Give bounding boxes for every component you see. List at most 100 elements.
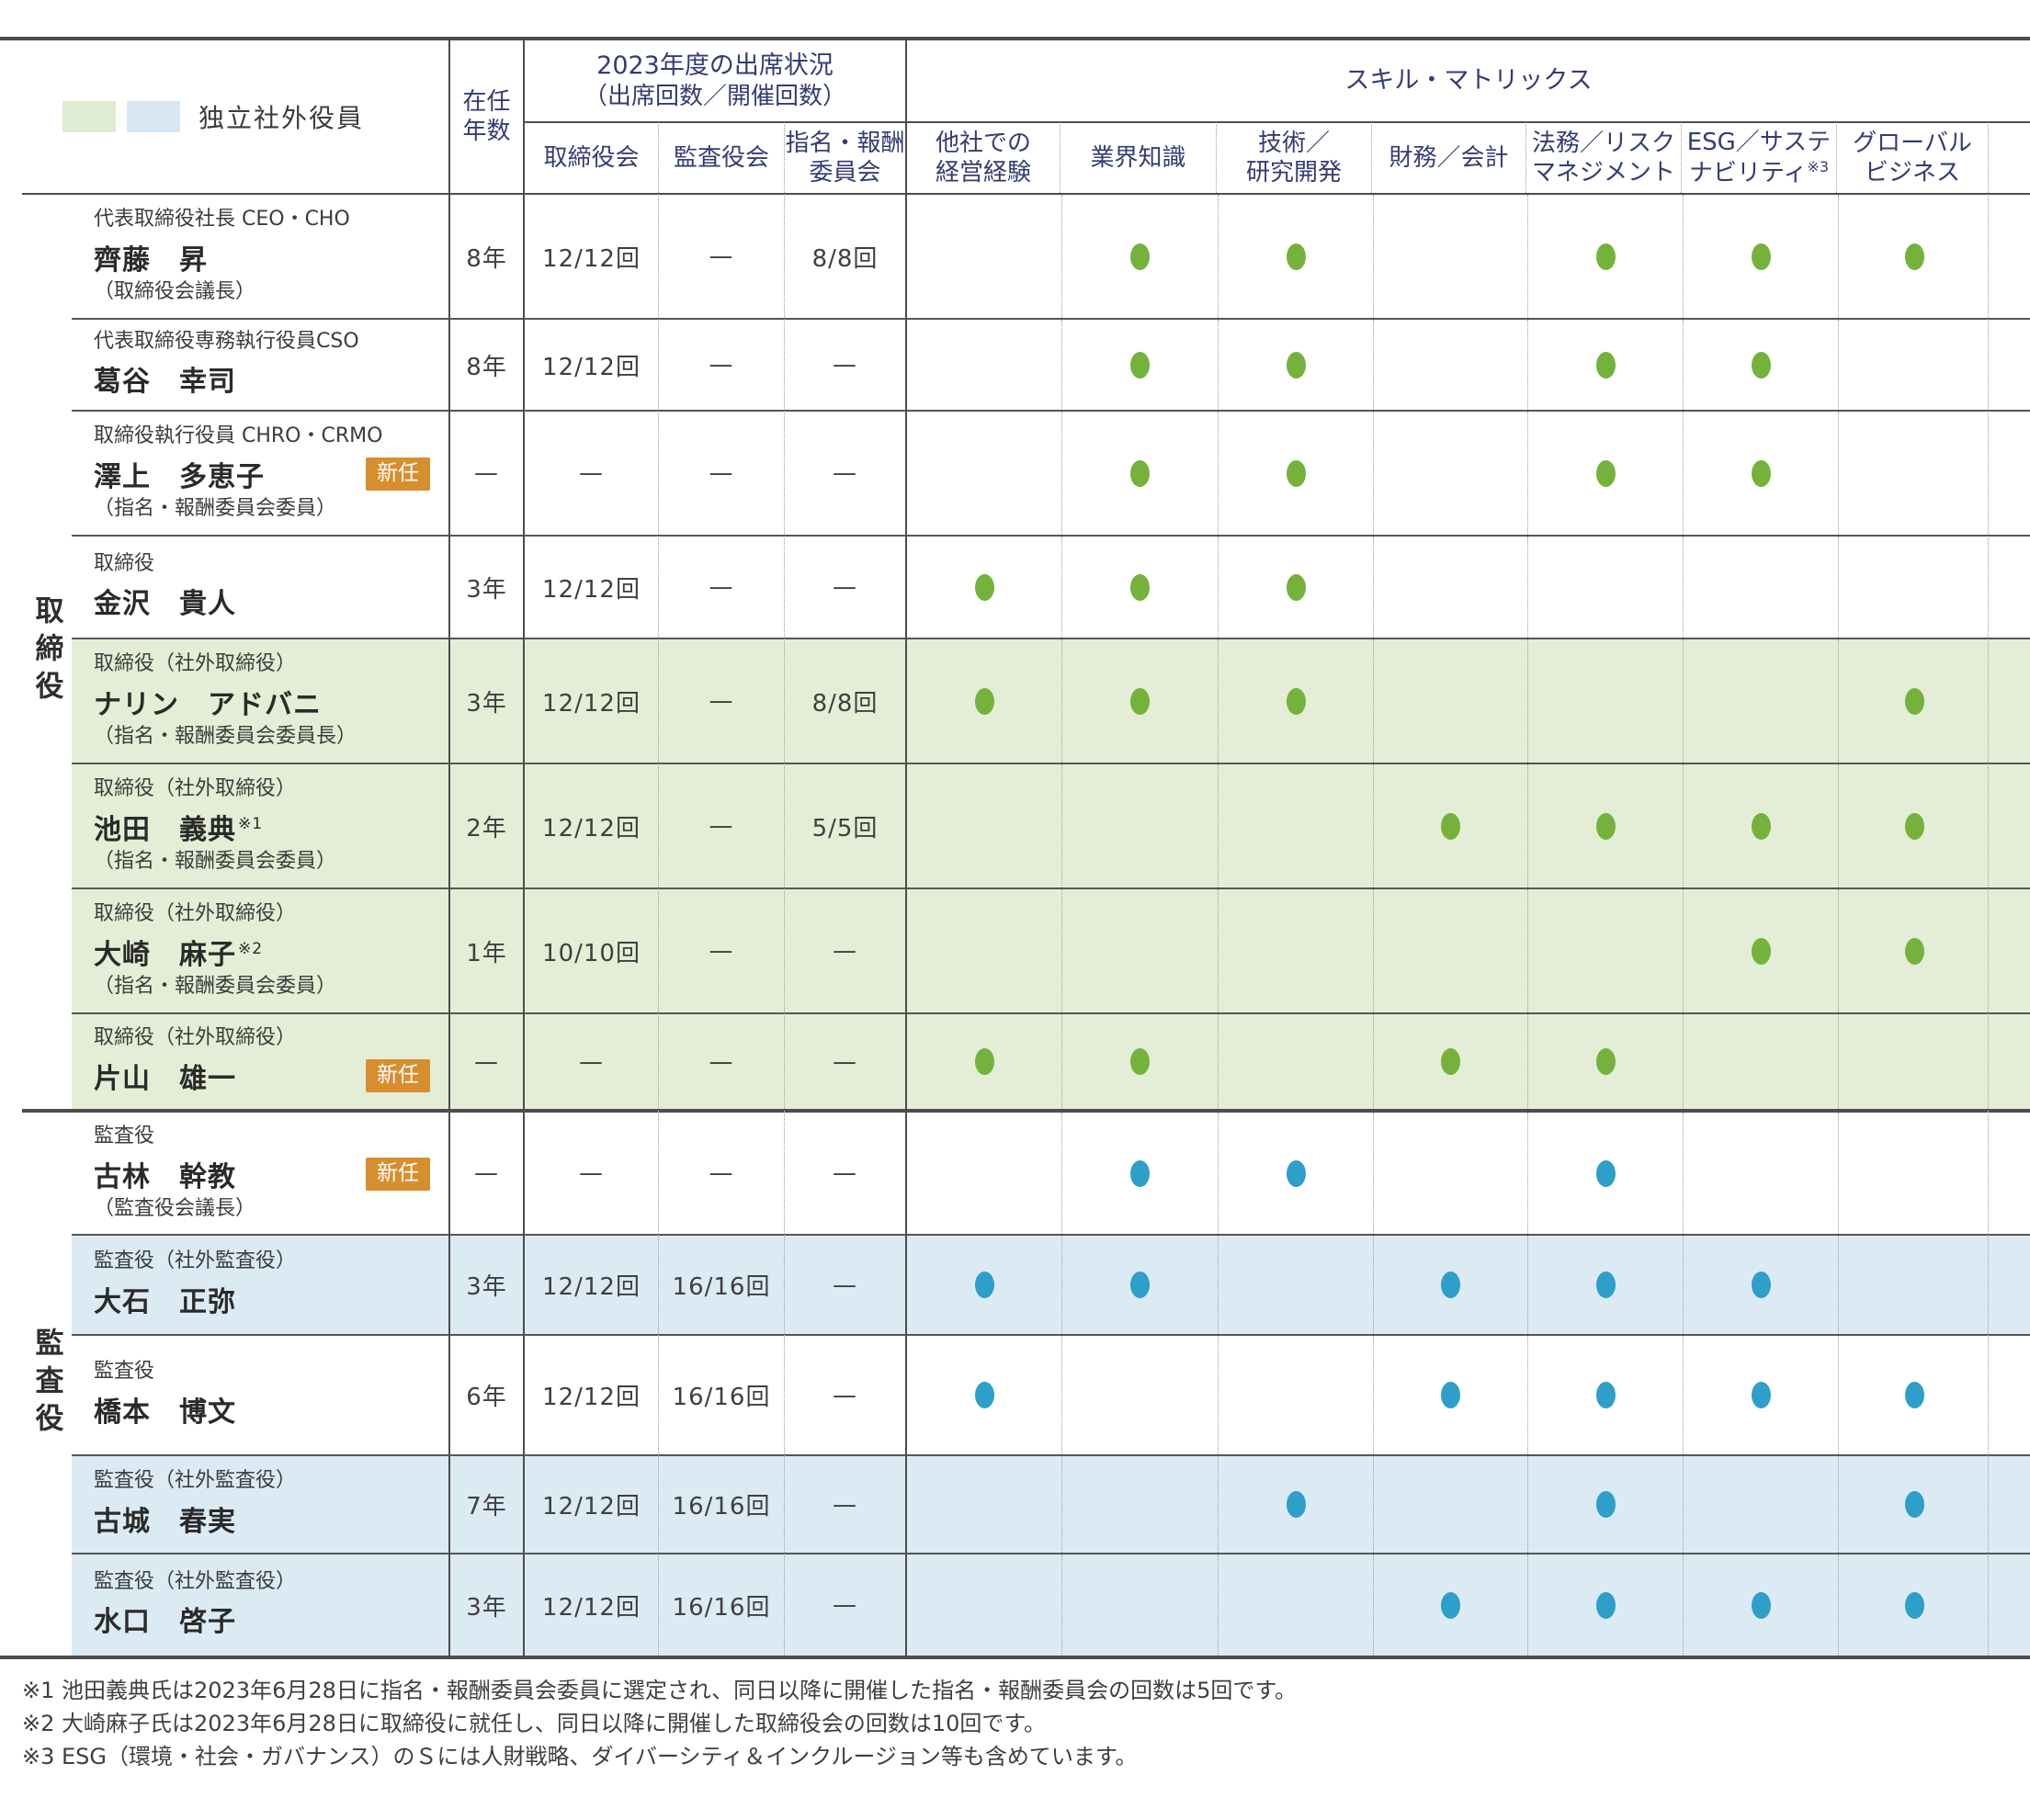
officer-name: 古林 幹教 — [94, 1161, 236, 1193]
skill-cell — [1838, 889, 1990, 1012]
officer-name: 池田 義典 — [94, 814, 236, 846]
officer-cell: 監査役（社外監査役） 古城 春実 — [72, 1454, 448, 1553]
skill-cell — [1218, 1113, 1373, 1234]
tenure-cell: 7年 — [448, 1454, 523, 1553]
legend: 独立社外役員 — [22, 40, 448, 193]
skill-dot — [1904, 1591, 1924, 1619]
officer-title: 取締役 — [94, 551, 155, 575]
skill-cell — [1373, 195, 1527, 318]
column-header-skill-global: グローバル ビジネス — [1836, 121, 1988, 193]
tenure-cell: 3年 — [448, 638, 523, 763]
skill-dot — [1751, 1382, 1771, 1408]
nomination-attendance-cell: — — [784, 535, 905, 638]
audit-attendance-cell: — — [658, 1109, 784, 1234]
skill-dot — [1904, 1491, 1924, 1518]
skill-cell — [1218, 639, 1373, 763]
skill-cell — [1683, 412, 1838, 535]
skill-cell — [907, 320, 1061, 410]
skill-dot — [1595, 459, 1616, 487]
tenure-cell: 3年 — [448, 1553, 523, 1656]
officer-name: 葛谷 幸司 — [94, 366, 236, 399]
officer-subtitle: （指名・報酬委員会委員） — [94, 497, 337, 520]
skill-dots-row — [905, 318, 1988, 410]
skill-dot — [1595, 1382, 1616, 1408]
skill-cell — [1061, 764, 1218, 887]
officer-name: 大石 正弥 — [94, 1285, 236, 1318]
skill-cell — [1527, 1336, 1683, 1454]
skill-cell — [1373, 1456, 1527, 1553]
skill-dot — [1904, 812, 1924, 840]
skill-dot — [1441, 1382, 1460, 1408]
skill-cell — [907, 1236, 1061, 1334]
skill-dot — [974, 1272, 994, 1298]
nomination-attendance-cell: — — [784, 1334, 905, 1454]
officer-subtitle: （指名・報酬委員会委員） — [94, 850, 337, 873]
skill-cell — [1373, 1236, 1527, 1334]
nomination-attendance-cell: — — [784, 1012, 905, 1109]
new-appointment-badge: 新任 — [366, 458, 430, 491]
skill-dot — [1595, 1272, 1616, 1298]
officer-cell: 代表取締役社長 CEO・CHO 齊藤 昇 （取締役会議長） — [72, 193, 448, 318]
spacer-cell — [1988, 1012, 2030, 1109]
skill-cell — [1683, 1014, 1838, 1109]
skill-cell — [1683, 1456, 1838, 1553]
skill-dot — [1286, 687, 1306, 715]
skill-cell — [907, 1336, 1061, 1454]
skill-dots-row — [905, 193, 1988, 318]
audit-attendance-cell: — — [658, 887, 784, 1012]
tenure-cell: — — [448, 410, 523, 535]
board-attendance-cell: 12/12回 — [523, 1334, 658, 1454]
nomination-attendance-cell: — — [784, 1553, 905, 1656]
column-header-skill-management: 他社での 経営経験 — [905, 121, 1060, 193]
new-appointment-badge: 新任 — [366, 1158, 430, 1191]
skill-dot — [1751, 351, 1771, 379]
officer-title: 取締役（社外取締役） — [94, 777, 297, 801]
skill-dot — [1751, 937, 1771, 965]
nomination-attendance-cell: — — [784, 887, 905, 1012]
tenure-cell: 8年 — [448, 193, 523, 318]
officer-cell: 代表取締役専務執行役員CSO 葛谷 幸司 — [72, 318, 448, 410]
skill-dot — [1441, 812, 1460, 840]
legend-blue-swatch — [127, 101, 180, 132]
officer-subtitle: （監査役会議長） — [94, 1197, 256, 1220]
column-header-board: 取締役会 — [523, 121, 658, 193]
skill-dots-row — [905, 1334, 1988, 1454]
skill-cell — [1218, 195, 1373, 318]
skill-cell — [1838, 639, 1990, 763]
skill-cell — [907, 1014, 1061, 1109]
skill-cell — [1373, 537, 1527, 638]
board-attendance-cell: 12/12回 — [523, 535, 658, 638]
column-header-skill-legal-risk: 法務／リスク マネジメント — [1525, 121, 1681, 193]
skill-cell — [1218, 889, 1373, 1012]
officer-name: 齊藤 昇 — [94, 244, 208, 277]
officer-name: ナリン アドバニ — [94, 689, 322, 721]
footnote-2: ※2 大崎麻子氏は2023年6月28日に取締役に就任し、同日以降に開催した取締役… — [22, 1711, 1047, 1736]
skill-cell — [1527, 1014, 1683, 1109]
officer-cell: 取締役（社外取締役） ナリン アドバニ （指名・報酬委員会委員長） — [72, 638, 448, 763]
board-attendance-cell: — — [523, 410, 658, 535]
audit-attendance-cell: — — [658, 318, 784, 410]
skill-dot — [1751, 459, 1771, 487]
audit-attendance-cell: 16/16回 — [658, 1334, 784, 1454]
skill-cell — [1683, 889, 1838, 1012]
skill-cell — [1218, 1014, 1373, 1109]
skill-dot — [1595, 243, 1616, 270]
skill-cell — [1218, 1336, 1373, 1454]
audit-attendance-cell: — — [658, 1012, 784, 1109]
audit-attendance-cell: — — [658, 535, 784, 638]
skill-dot — [1286, 573, 1306, 601]
spacer-cell — [1988, 638, 2030, 763]
skill-cell — [1527, 639, 1683, 763]
board-attendance-cell: — — [523, 1012, 658, 1109]
skill-cell — [1683, 639, 1838, 763]
officer-subtitle: （取締役会議長） — [94, 280, 256, 303]
nomination-attendance-cell: — — [784, 1454, 905, 1553]
skill-cell — [1683, 1236, 1838, 1334]
legend-label: 独立社外役員 — [198, 103, 365, 133]
skill-cell — [907, 412, 1061, 535]
officer-cell: 取締役（社外取締役） 片山 雄一 新任 — [72, 1012, 448, 1109]
skill-cell — [1373, 412, 1527, 535]
skill-dot — [1286, 459, 1306, 487]
skill-cell — [907, 764, 1061, 887]
skill-dot — [1904, 687, 1924, 715]
